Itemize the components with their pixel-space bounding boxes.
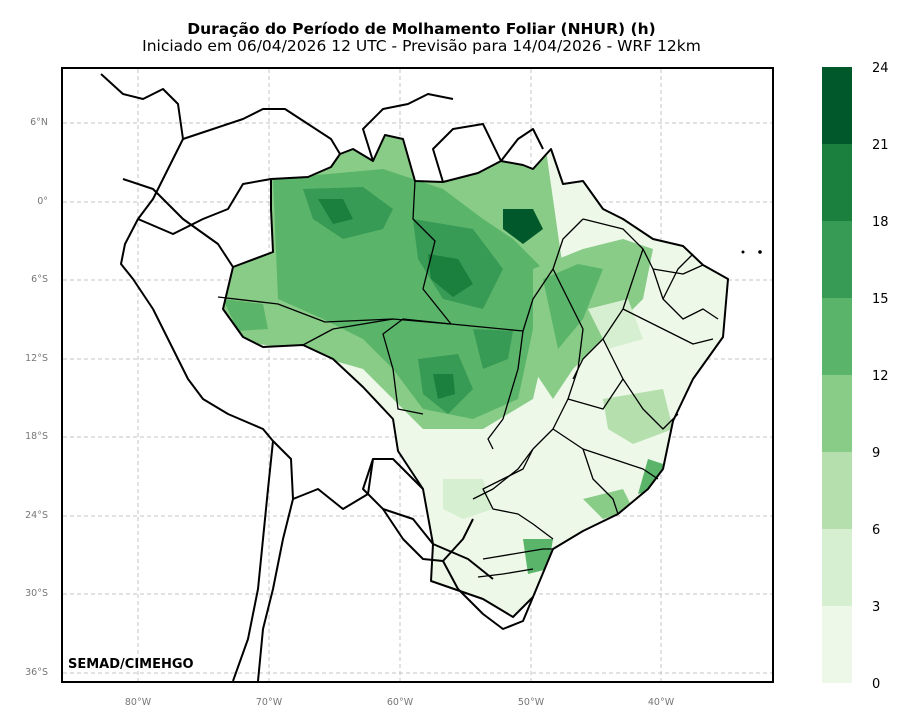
colorbar-tick-24: 24 (872, 61, 889, 76)
colorbar-seg-4 (822, 298, 852, 375)
islands (741, 250, 762, 254)
lat-label-6n: 6°N (30, 117, 48, 128)
map-panel (61, 67, 774, 683)
colorbar-tick-12: 12 (872, 369, 889, 384)
map-subtitle: Iniciado em 06/04/2026 12 UTC - Previsão… (142, 37, 701, 55)
credit-label: SEMAD/CIMEHGO (68, 657, 194, 672)
lon-label-60w: 60°W (386, 697, 414, 708)
colorbar (822, 67, 852, 683)
wetness-field (223, 135, 728, 617)
state-borders (217, 180, 719, 578)
colorbar-seg-6 (822, 144, 852, 221)
lat-label-18s: 18°S (25, 431, 48, 442)
colorbar-tick-0: 0 (872, 677, 881, 692)
country-borders (100, 73, 729, 681)
map-title: Duração do Período de Molhamento Foliar … (187, 20, 656, 38)
colorbar-tick-3: 3 (872, 600, 881, 615)
colorbar-seg-2 (822, 452, 852, 529)
lon-label-80w: 80°W (124, 697, 152, 708)
lon-label-50w: 50°W (517, 697, 545, 708)
lon-label-40w: 40°W (647, 697, 675, 708)
map-canvas (63, 69, 772, 681)
colorbar-tick-15: 15 (872, 292, 889, 307)
lat-label-36s: 36°S (25, 667, 48, 678)
colorbar-tick-9: 9 (872, 446, 881, 461)
colorbar-seg-1 (822, 529, 852, 606)
lat-label-6s: 6°S (31, 274, 48, 285)
colorbar-seg-5 (822, 221, 852, 298)
lat-label-12s: 12°S (25, 353, 48, 364)
lat-label-30s: 30°S (25, 588, 48, 599)
colorbar-seg-7 (822, 67, 852, 144)
colorbar-tick-6: 6 (872, 523, 881, 538)
colorbar-seg-3 (822, 375, 852, 452)
lon-label-70w: 70°W (255, 697, 283, 708)
lat-label-24s: 24°S (25, 510, 48, 521)
lat-label-0: 0° (37, 196, 48, 207)
colorbar-tick-18: 18 (872, 215, 889, 230)
colorbar-tick-21: 21 (872, 138, 889, 153)
colorbar-seg-0 (822, 606, 852, 683)
